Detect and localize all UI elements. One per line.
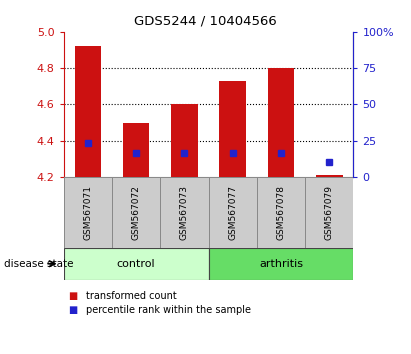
Bar [160, 177, 209, 248]
Text: GSM567077: GSM567077 [228, 185, 237, 240]
Bar [209, 248, 353, 280]
Bar [171, 104, 198, 177]
Text: arthritis: arthritis [259, 259, 303, 269]
Text: GSM567072: GSM567072 [132, 185, 141, 240]
Bar [209, 177, 257, 248]
Bar [123, 122, 150, 177]
Text: ■: ■ [68, 305, 77, 315]
Text: GSM567071: GSM567071 [83, 185, 92, 240]
Bar [219, 81, 246, 177]
Text: GSM567073: GSM567073 [180, 185, 189, 240]
Bar [316, 175, 343, 177]
Bar [268, 68, 294, 177]
Text: percentile rank within the sample: percentile rank within the sample [86, 305, 251, 315]
Text: GDS5244 / 10404566: GDS5244 / 10404566 [134, 14, 277, 27]
Text: transformed count: transformed count [86, 291, 177, 301]
Text: GSM567078: GSM567078 [277, 185, 286, 240]
Bar [64, 248, 208, 280]
Text: ■: ■ [68, 291, 77, 301]
Bar [305, 177, 353, 248]
Bar [64, 177, 112, 248]
Bar [257, 177, 305, 248]
Bar [112, 177, 160, 248]
Text: GSM567079: GSM567079 [325, 185, 334, 240]
Text: control: control [117, 259, 155, 269]
Bar [74, 46, 101, 177]
Text: disease state: disease state [4, 259, 74, 269]
